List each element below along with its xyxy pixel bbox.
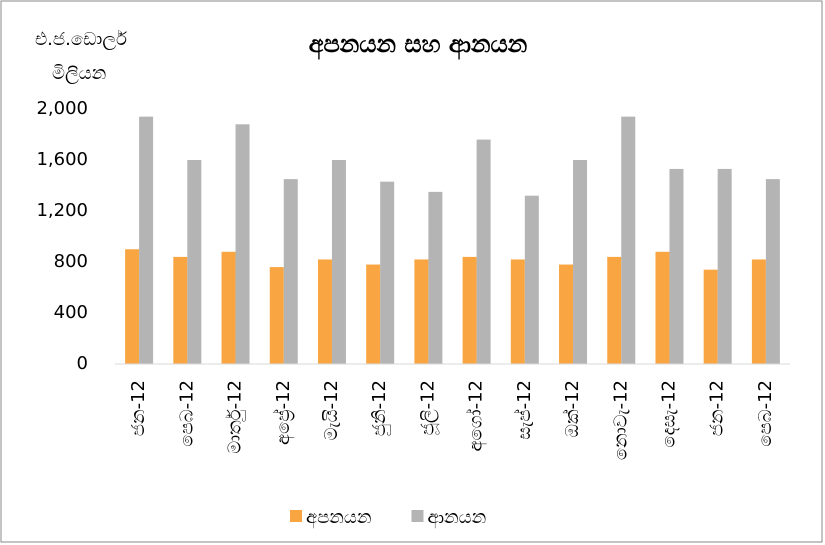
legend-swatch [290, 510, 302, 522]
bar [283, 179, 298, 364]
bar [559, 264, 574, 364]
bar [510, 259, 525, 364]
x-tick-label: දෙසැ-12 [658, 380, 679, 448]
bar [669, 168, 684, 364]
bar [317, 259, 332, 364]
legend-label: අපනයන [306, 507, 371, 529]
x-tick-label: ඔක්-12 [562, 380, 583, 437]
bar [621, 116, 636, 365]
x-tick-label: සැප්-12 [514, 380, 535, 440]
bar [173, 256, 188, 364]
bar [765, 179, 780, 364]
bar [366, 264, 381, 364]
y-tick-label: 0 [77, 353, 88, 374]
bar [235, 124, 250, 364]
x-tick-label: අගෝ-12 [466, 380, 488, 452]
bar [703, 269, 718, 364]
chart-title: අපනයන සහ ආනයන [309, 30, 527, 60]
y-axis-label: එ.ජ.ඩොලර් [35, 29, 127, 50]
bar [380, 181, 395, 364]
bar [139, 116, 154, 365]
bar [331, 160, 346, 364]
x-tick-label: අප්‍රේ-12 [273, 380, 295, 445]
bar [607, 256, 622, 364]
x-tick-label: නොවැ-12 [610, 380, 631, 460]
x-tick-label: පෙබ-12 [176, 380, 197, 447]
bar [476, 139, 491, 364]
y-tick-label: 400 [54, 302, 88, 323]
bar [428, 191, 443, 364]
bar [187, 160, 202, 364]
x-tick-label: පෙබ-12 [755, 380, 776, 447]
legend-swatch [411, 510, 424, 522]
x-tick-label: ජූලි-12 [417, 380, 438, 435]
bar [751, 259, 766, 364]
y-tick-label: 800 [54, 251, 88, 272]
bar [655, 251, 670, 364]
bar [462, 256, 477, 364]
y-axis-label: මිලියන [52, 63, 106, 84]
y-tick-label: 2,000 [36, 98, 88, 119]
bar [269, 267, 284, 364]
bar [125, 249, 140, 364]
bar [573, 160, 588, 364]
bar [414, 259, 429, 364]
y-tick-label: 1,600 [36, 149, 88, 170]
x-tick-label: මැයි-12 [321, 380, 342, 440]
x-tick-label: මාර්තු-12 [225, 380, 246, 454]
y-tick-label: 1,200 [36, 200, 88, 221]
bar [221, 251, 236, 364]
x-tick-label: ජන-12 [128, 380, 149, 436]
legend-label: ආනයන [427, 507, 486, 529]
bar [717, 168, 732, 364]
bar [524, 195, 539, 364]
x-tick-label: ජුනි-12 [369, 380, 390, 436]
x-tick-label: ජන-12 [707, 380, 728, 436]
